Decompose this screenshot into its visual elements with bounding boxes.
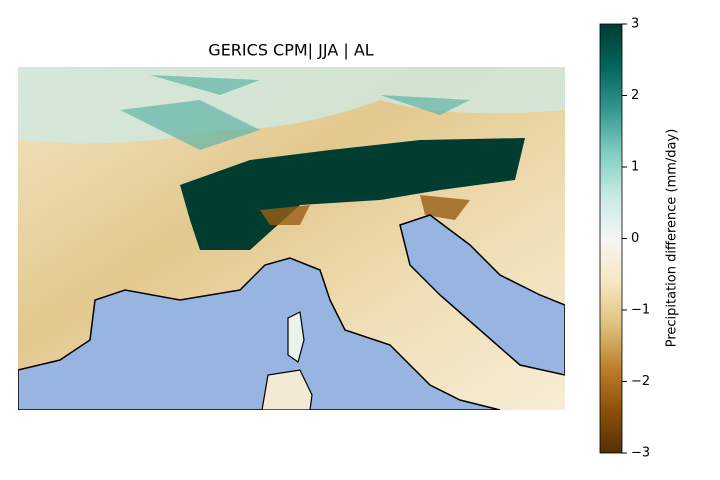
dry-patches (260, 195, 470, 225)
sardinia (261, 369, 313, 410)
colorbar-tick-label: 2 (631, 88, 639, 103)
colorbar-tick-label: −1 (631, 303, 650, 318)
colorbar-label: Precipitation difference (mm/day) (665, 129, 680, 348)
colorbar-tick-label: −2 (631, 374, 650, 389)
colorbar (599, 23, 623, 454)
wet-patches (120, 75, 470, 150)
corsica (287, 311, 305, 363)
colorbar-tick-label: −3 (631, 446, 650, 461)
tyrrhenian-sea (18, 257, 501, 410)
adriatic-sea (399, 214, 565, 376)
alps-wet (180, 138, 525, 250)
colorbar-ticks: −3 −2 −1 0 1 2 3 (622, 17, 650, 461)
map (18, 67, 565, 410)
colorbar-tick-label: 0 (631, 231, 639, 246)
colorbar-tick-label: 1 (631, 160, 639, 175)
map-title: GERICS CPM| JJA | AL (208, 41, 373, 60)
colorbar-tick-label: 3 (631, 17, 639, 32)
